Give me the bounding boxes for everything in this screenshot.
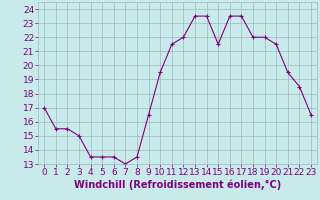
X-axis label: Windchill (Refroidissement éolien,°C): Windchill (Refroidissement éolien,°C) — [74, 180, 281, 190]
